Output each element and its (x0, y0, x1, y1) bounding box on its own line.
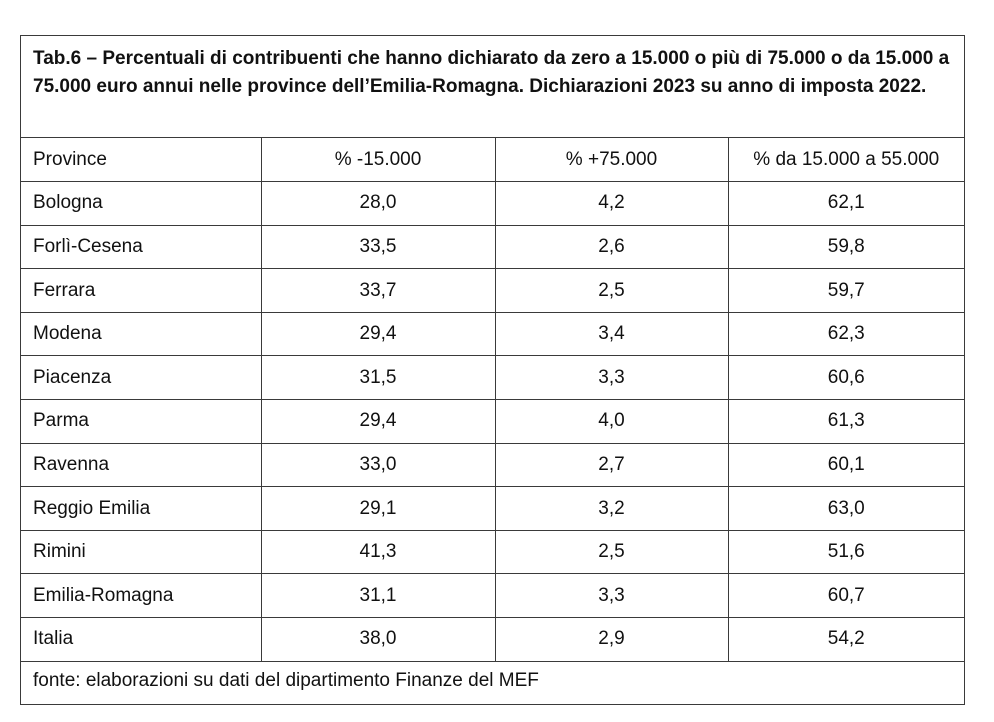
15000-to-55000-cell: 54,2 (728, 617, 964, 662)
table-row: Forlì-Cesena 33,5 2,6 59,8 (21, 225, 964, 270)
15000-to-55000-cell: 59,7 (728, 268, 964, 313)
over-75000-cell: 2,5 (495, 530, 729, 575)
under-15000-cell: 31,5 (261, 355, 496, 401)
table-row: Italia 38,0 2,9 54,2 (21, 617, 964, 662)
over-75000-cell: 4,0 (495, 399, 729, 444)
table-row: Piacenza 31,5 3,3 60,6 (21, 355, 964, 401)
province-cell: Bologna (21, 181, 262, 226)
under-15000-cell: 31,1 (261, 573, 496, 619)
15000-to-55000-cell: 62,1 (728, 181, 964, 226)
under-15000-cell: 28,0 (261, 181, 496, 226)
province-cell: Piacenza (21, 355, 262, 401)
over-75000-cell: 3,3 (495, 573, 729, 619)
province-cell: Ravenna (21, 443, 262, 488)
province-cell: Ferrara (21, 268, 262, 313)
under-15000-cell: 38,0 (261, 617, 496, 662)
source-note: fonte: elaborazioni su dati del dipartim… (33, 670, 539, 691)
province-cell: Rimini (21, 530, 262, 575)
table-row: Rimini 41,3 2,5 51,6 (21, 530, 964, 575)
over-75000-cell: 2,6 (495, 225, 729, 270)
15000-to-55000-cell: 60,1 (728, 443, 964, 488)
table-row: Modena 29,4 3,4 62,3 (21, 312, 964, 357)
over-75000-cell: 3,2 (495, 486, 729, 531)
table-caption: Tab.6 – Percentuali di contribuenti che … (21, 36, 964, 138)
header-province: Province (21, 138, 262, 183)
15000-to-55000-cell: 51,6 (728, 530, 964, 575)
under-15000-cell: 29,4 (261, 312, 496, 357)
over-75000-cell: 4,2 (495, 181, 729, 226)
table-frame: Tab.6 – Percentuali di contribuenti che … (20, 35, 965, 705)
over-75000-cell: 2,5 (495, 268, 729, 313)
15000-to-55000-cell: 61,3 (728, 399, 964, 444)
15000-to-55000-cell: 63,0 (728, 486, 964, 531)
province-cell: Italia (21, 617, 262, 662)
header-over-75000: % +75.000 (495, 138, 729, 183)
table-header-row: Province % -15.000 % +75.000 % da 15.000… (21, 138, 964, 183)
province-cell: Emilia-Romagna (21, 573, 262, 619)
table-row: Emilia-Romagna 31,1 3,3 60,7 (21, 573, 964, 619)
table-row: Reggio Emilia 29,1 3,2 63,0 (21, 486, 964, 531)
under-15000-cell: 33,0 (261, 443, 496, 488)
15000-to-55000-cell: 60,7 (728, 573, 964, 619)
over-75000-cell: 2,9 (495, 617, 729, 662)
under-15000-cell: 29,1 (261, 486, 496, 531)
table-row: Ferrara 33,7 2,5 59,7 (21, 268, 964, 313)
over-75000-cell: 3,4 (495, 312, 729, 357)
over-75000-cell: 2,7 (495, 443, 729, 488)
header-under-15000: % -15.000 (261, 138, 496, 183)
province-cell: Modena (21, 312, 262, 357)
table-row: Parma 29,4 4,0 61,3 (21, 399, 964, 444)
table-row: Bologna 28,0 4,2 62,1 (21, 181, 964, 226)
under-15000-cell: 29,4 (261, 399, 496, 444)
under-15000-cell: 33,7 (261, 268, 496, 313)
under-15000-cell: 41,3 (261, 530, 496, 575)
15000-to-55000-cell: 62,3 (728, 312, 964, 357)
data-table: Province % -15.000 % +75.000 % da 15.000… (21, 138, 964, 662)
15000-to-55000-cell: 60,6 (728, 355, 964, 401)
province-cell: Forlì-Cesena (21, 225, 262, 270)
table-row: Ravenna 33,0 2,7 60,1 (21, 443, 964, 488)
under-15000-cell: 33,5 (261, 225, 496, 270)
over-75000-cell: 3,3 (495, 355, 729, 401)
table-body: Bologna 28,0 4,2 62,1 Forlì-Cesena 33,5 2,6 59,… (21, 181, 964, 662)
15000-to-55000-cell: 59,8 (728, 225, 964, 270)
province-cell: Reggio Emilia (21, 486, 262, 531)
province-cell: Parma (21, 399, 262, 444)
header-15000-to-55000: % da 15.000 a 55.000 (728, 138, 964, 183)
